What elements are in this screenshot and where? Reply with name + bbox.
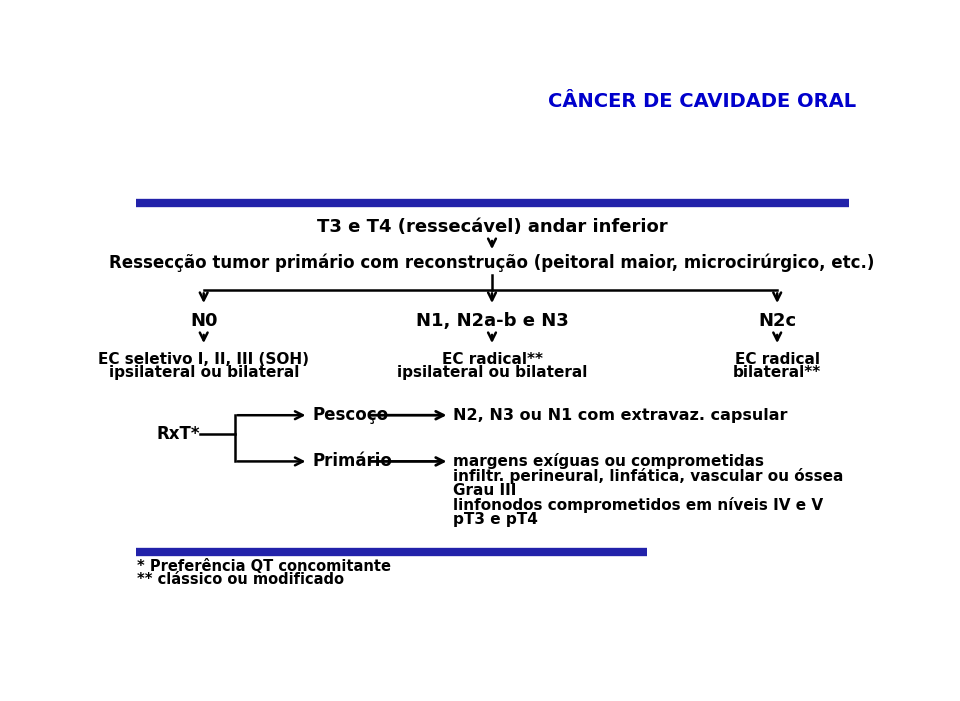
Text: N0: N0	[190, 312, 218, 330]
Text: Ressecção tumor primário com reconstrução (peitoral maior, microcirúrgico, etc.): Ressecção tumor primário com reconstruçã…	[109, 254, 875, 272]
Text: N1, N2a-b e N3: N1, N2a-b e N3	[416, 312, 568, 330]
Text: Pescoço: Pescoço	[312, 406, 389, 424]
Text: linfonodos comprometidos em níveis IV e V: linfonodos comprometidos em níveis IV e …	[453, 497, 824, 513]
Text: EC radical: EC radical	[734, 351, 820, 367]
Text: * Preferência QT concomitante: * Preferência QT concomitante	[137, 559, 391, 573]
Text: bilateral**: bilateral**	[733, 365, 822, 380]
Text: margens exíguas ou comprometidas: margens exíguas ou comprometidas	[453, 454, 764, 470]
Text: RxT*: RxT*	[156, 426, 200, 444]
Text: N2, N3 ou N1 com extravaz. capsular: N2, N3 ou N1 com extravaz. capsular	[453, 408, 788, 423]
Text: Grau III: Grau III	[453, 483, 516, 498]
Text: pT3 e pT4: pT3 e pT4	[453, 512, 539, 527]
Text: ipsilateral ou bilateral: ipsilateral ou bilateral	[396, 365, 588, 380]
Text: CÂNCER DE CAVIDADE ORAL: CÂNCER DE CAVIDADE ORAL	[548, 92, 856, 111]
Text: EC seletivo I, II, III (SOH): EC seletivo I, II, III (SOH)	[98, 351, 309, 367]
Text: ipsilateral ou bilateral: ipsilateral ou bilateral	[108, 365, 299, 380]
Text: ** clássico ou modificado: ** clássico ou modificado	[137, 572, 344, 587]
Text: infiltr. perineural, linfática, vascular ou óssea: infiltr. perineural, linfática, vascular…	[453, 468, 844, 484]
Text: T3 e T4 (ressecável) andar inferior: T3 e T4 (ressecável) andar inferior	[317, 217, 667, 236]
Text: Primário: Primário	[312, 452, 392, 470]
Text: EC radical**: EC radical**	[442, 351, 542, 367]
Text: N2c: N2c	[758, 312, 796, 330]
